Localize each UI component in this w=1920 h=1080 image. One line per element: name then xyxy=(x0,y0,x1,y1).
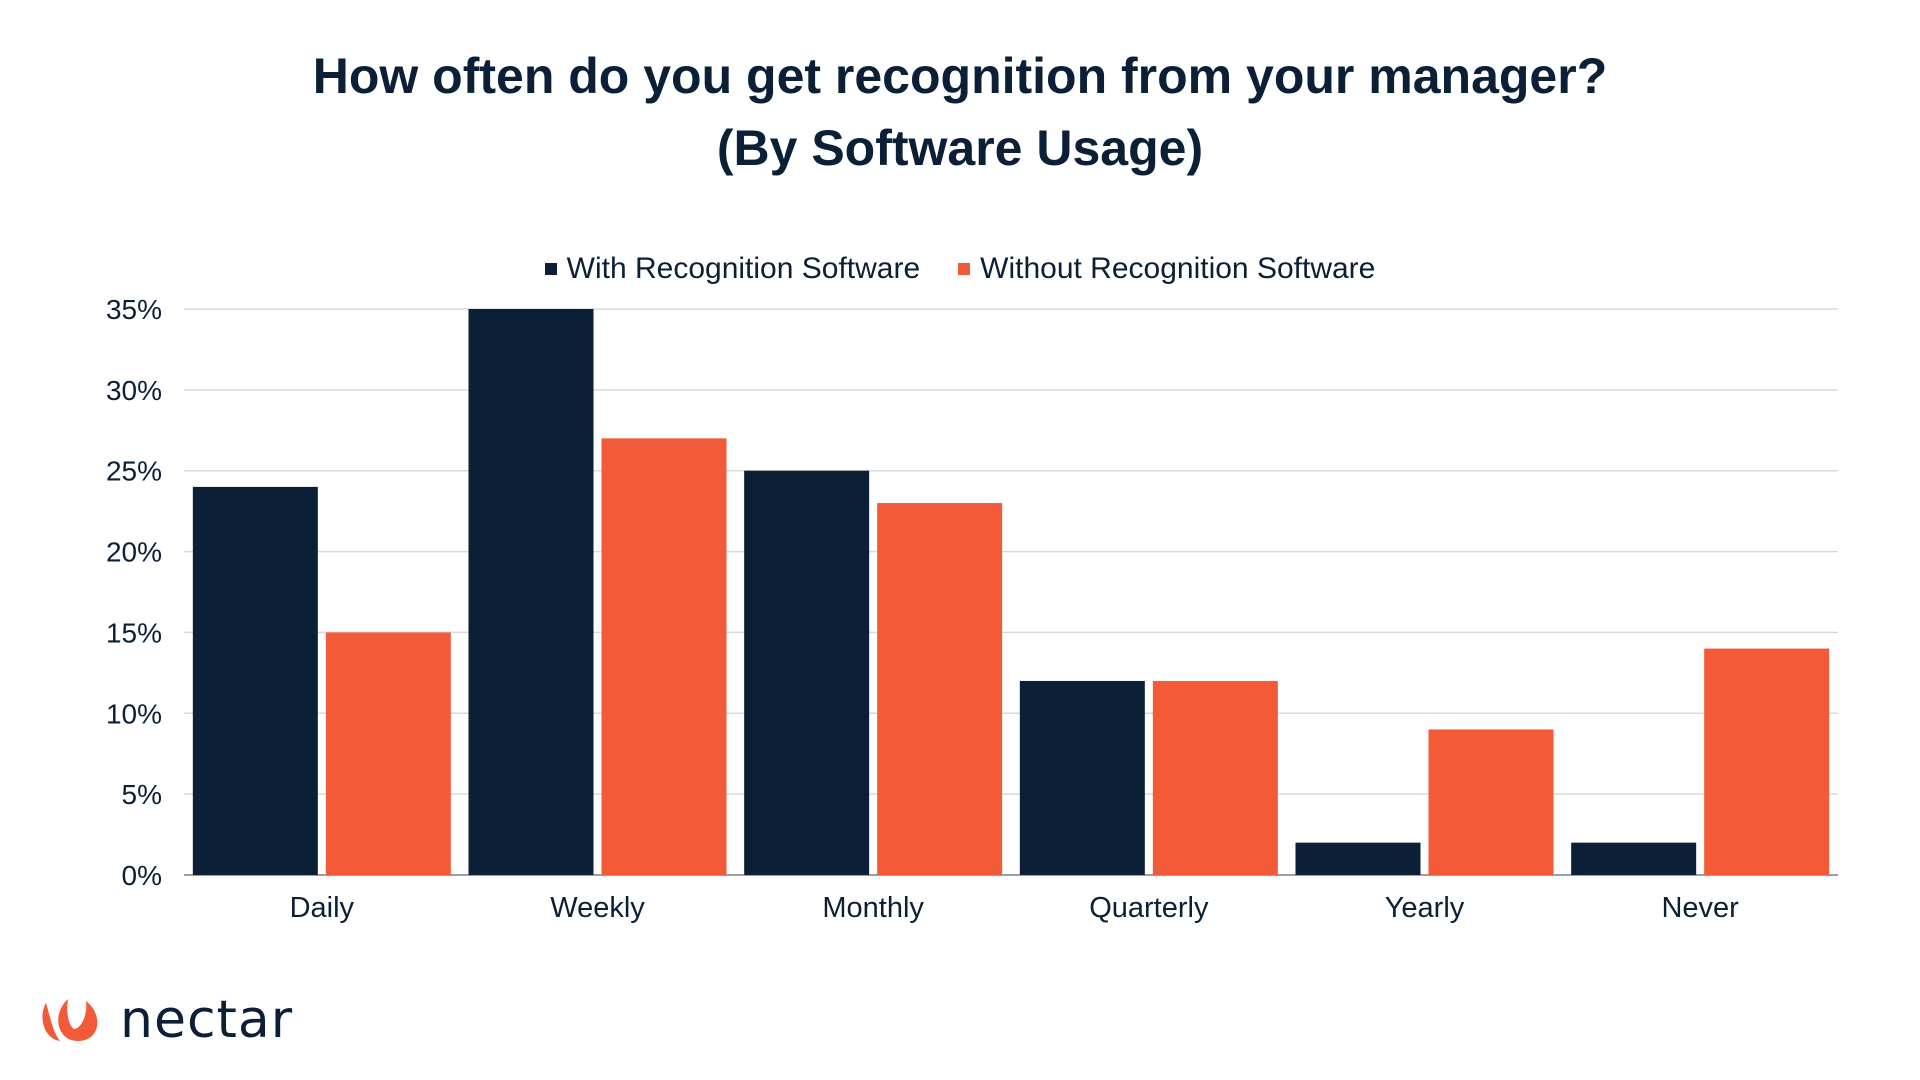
bar-with-software-yearly xyxy=(1295,842,1421,875)
legend-swatch-without-software xyxy=(958,263,971,275)
logo-text: nectar xyxy=(120,990,294,1050)
x-tick-label: Never xyxy=(1661,892,1739,924)
bar-with-software-monthly xyxy=(744,470,870,875)
legend-label-with-software: With Recognition Software xyxy=(566,252,921,285)
x-tick-label: Monthly xyxy=(822,892,924,924)
y-tick-label: 30% xyxy=(106,375,162,406)
bar-without-software-never xyxy=(1704,648,1830,875)
legend-item-with-software: With Recognition Software xyxy=(544,252,921,286)
nectar-logo: nectar xyxy=(38,990,293,1050)
y-tick-label: 35% xyxy=(106,294,162,325)
x-tick-label: Daily xyxy=(290,892,355,924)
y-tick-label: 0% xyxy=(122,860,162,891)
y-tick-label: 5% xyxy=(122,779,162,810)
chart-title-line-2: (By Software Usage) xyxy=(716,120,1204,176)
chart-title: How often do you get recognition from yo… xyxy=(0,40,1920,184)
bar-without-software-daily xyxy=(325,632,451,875)
chart-title-line-1: How often do you get recognition from yo… xyxy=(312,48,1608,104)
legend-swatch-with-software xyxy=(544,263,557,275)
y-tick-label: 25% xyxy=(106,456,162,487)
bar-without-software-weekly xyxy=(601,438,727,875)
x-tick-label: Yearly xyxy=(1385,892,1465,924)
x-tick-label: Quarterly xyxy=(1089,892,1209,924)
x-tick-label: Weekly xyxy=(550,892,645,924)
chart-legend: With Recognition Software Without Recogn… xyxy=(0,252,1920,286)
bar-with-software-weekly xyxy=(468,309,594,875)
bar-with-software-never xyxy=(1571,842,1697,875)
bar-without-software-monthly xyxy=(877,503,1003,875)
y-tick-label: 15% xyxy=(106,617,162,648)
y-tick-label: 20% xyxy=(106,537,162,568)
petal-logo-icon xyxy=(42,999,98,1041)
bar-without-software-quarterly xyxy=(1152,680,1278,875)
legend-label-without-software: Without Recognition Software xyxy=(980,252,1376,285)
bar-with-software-daily xyxy=(192,486,318,875)
bar-without-software-yearly xyxy=(1428,729,1554,875)
bar-with-software-quarterly xyxy=(1019,680,1145,875)
y-tick-label: 10% xyxy=(106,698,162,729)
legend-item-without-software: Without Recognition Software xyxy=(958,252,1375,286)
